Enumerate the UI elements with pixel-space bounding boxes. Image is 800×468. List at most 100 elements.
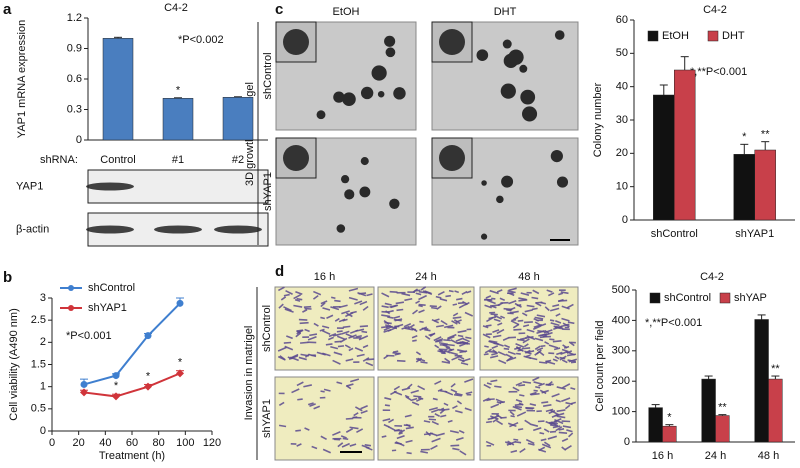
marker <box>144 383 152 391</box>
colony <box>342 92 356 106</box>
marker <box>177 300 184 307</box>
colony <box>522 106 537 121</box>
cell <box>494 386 501 387</box>
colony <box>508 49 523 64</box>
colony <box>501 176 513 188</box>
y-axis-label: YAP1 mRNA expression <box>16 20 28 138</box>
cell <box>550 425 558 426</box>
significance: * <box>178 357 183 369</box>
marker <box>81 381 88 388</box>
cell <box>422 328 429 329</box>
cell <box>486 422 492 423</box>
bar <box>755 319 769 442</box>
row-label: shYAP1 <box>261 399 273 438</box>
y-tick-label: 40 <box>616 81 628 93</box>
x-tick-label: 40 <box>99 437 111 449</box>
y-tick-label: 50 <box>616 47 628 59</box>
cell <box>362 331 368 332</box>
x-tick-label: 48 h <box>758 450 779 462</box>
cell <box>532 298 539 299</box>
cell <box>553 341 562 342</box>
cell <box>338 346 344 347</box>
cell <box>394 320 402 321</box>
cell <box>343 326 351 327</box>
x-tick-label: shYAP1 <box>735 228 774 240</box>
y-tick-label: 200 <box>612 375 630 387</box>
y-tick-label: 1.5 <box>31 358 46 370</box>
row-label: shYAP1 <box>262 172 274 211</box>
y-tick-label: 1 <box>40 381 46 393</box>
cell <box>334 301 340 302</box>
cell <box>453 304 457 305</box>
inset-colony <box>439 29 465 55</box>
bar <box>653 95 674 220</box>
colony <box>501 84 516 99</box>
inset-colony <box>439 145 465 171</box>
cell <box>486 325 492 326</box>
cell <box>537 331 544 332</box>
cell <box>526 408 533 409</box>
cell <box>443 340 450 341</box>
annotation: *,**P<0.001 <box>690 66 747 78</box>
cell <box>424 330 430 331</box>
bar <box>223 97 253 140</box>
y-tick-label: 0.5 <box>31 403 46 415</box>
cell <box>511 416 515 417</box>
colony <box>496 196 504 204</box>
row-label: shControl <box>261 305 273 352</box>
colony <box>481 234 487 240</box>
cell <box>524 322 533 323</box>
column-label: 16 h <box>314 271 335 283</box>
cell <box>381 327 387 328</box>
marker <box>113 372 120 379</box>
x-tick-label: Control <box>100 154 135 166</box>
cell <box>449 291 454 292</box>
cell <box>465 337 471 338</box>
y-tick-label: 0 <box>624 436 630 448</box>
y-tick-label: 0.6 <box>67 73 82 85</box>
marker <box>112 392 120 400</box>
colony <box>477 49 489 61</box>
x-tick-label: 20 <box>73 437 85 449</box>
y-tick-label: 0.3 <box>67 103 82 115</box>
cell <box>382 436 387 437</box>
panel-letter: d <box>275 263 284 280</box>
legend-swatch <box>650 293 660 303</box>
cell <box>515 404 523 405</box>
cell <box>300 342 308 343</box>
cell <box>430 306 437 307</box>
x-tick-label: 100 <box>176 437 194 449</box>
cell <box>527 306 535 307</box>
cell <box>429 334 433 335</box>
cell <box>421 362 428 363</box>
legend-label: DHT <box>722 30 745 42</box>
cell <box>297 299 303 300</box>
x-axis-label: Treatment (h) <box>99 450 165 462</box>
cell <box>337 331 343 332</box>
cell <box>445 296 450 297</box>
legend-label: EtOH <box>662 30 689 42</box>
bar <box>716 416 730 442</box>
cell <box>518 300 527 301</box>
cell <box>453 317 462 318</box>
cell <box>491 298 495 299</box>
blot-label: YAP1 <box>16 180 43 192</box>
cell <box>541 402 548 403</box>
colony <box>551 150 563 162</box>
colony <box>378 91 385 98</box>
bar <box>663 426 677 442</box>
cell <box>534 390 538 391</box>
blot-band <box>214 226 262 234</box>
cell <box>296 330 302 331</box>
x-tick-label: 120 <box>203 437 221 449</box>
y-tick-label: 10 <box>616 181 628 193</box>
x-axis-label: shRNA: <box>40 154 78 166</box>
cell <box>326 344 333 345</box>
cell <box>418 305 422 306</box>
significance: ** <box>771 363 780 375</box>
y-tick-label: 500 <box>612 284 630 296</box>
cell <box>393 351 398 352</box>
x-tick-label: 60 <box>126 437 138 449</box>
panel-letter: b <box>3 269 12 286</box>
chart-title: C4-2 <box>164 2 188 14</box>
